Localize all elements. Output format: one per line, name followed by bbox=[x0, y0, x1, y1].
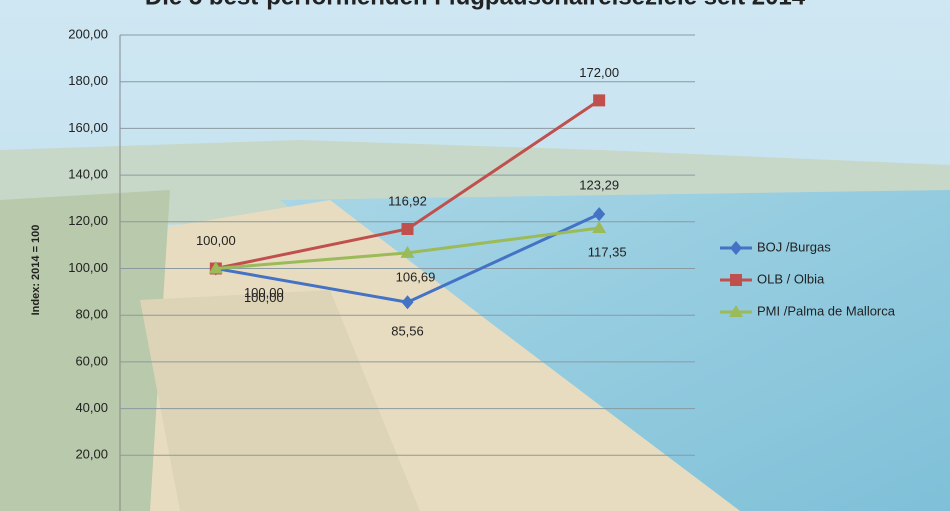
data-point bbox=[400, 245, 415, 258]
y-tick-label: 60,00 bbox=[75, 353, 108, 368]
data-label: 116,92 bbox=[388, 193, 427, 208]
y-tick-label: 100,00 bbox=[68, 260, 108, 275]
data-label: 85,56 bbox=[391, 324, 424, 339]
data-point bbox=[401, 222, 414, 235]
y-tick-label: 80,00 bbox=[75, 307, 108, 322]
y-tick-label: 180,00 bbox=[68, 73, 108, 88]
data-point bbox=[592, 220, 607, 233]
chart-title: Die 5 best-performenden Flugpauschalreis… bbox=[145, 0, 806, 10]
data-label: 100,00 bbox=[196, 233, 236, 248]
y-tick-label: 20,00 bbox=[75, 447, 108, 462]
data-label: 106,69 bbox=[396, 269, 436, 284]
data-label: 117,35 bbox=[588, 244, 627, 259]
legend-marker bbox=[730, 274, 742, 286]
y-tick-label: 140,00 bbox=[68, 167, 108, 182]
y-tick-label: 120,00 bbox=[68, 213, 108, 228]
data-label: 100,00 bbox=[244, 285, 284, 300]
y-axis-title: Index: 2014 = 100 bbox=[30, 225, 42, 316]
y-tick-label: 160,00 bbox=[68, 120, 108, 135]
data-point bbox=[401, 295, 414, 310]
data-point bbox=[593, 94, 606, 107]
legend-marker bbox=[729, 305, 743, 317]
legend-label: PMI /Palma de Mallorca bbox=[757, 303, 896, 318]
data-point bbox=[208, 261, 223, 274]
legend-marker bbox=[730, 241, 742, 255]
y-tick-label: 40,00 bbox=[75, 400, 108, 415]
data-label: 100,00 bbox=[244, 290, 284, 305]
legend-label: BOJ /Burgas bbox=[757, 239, 831, 254]
data-label: 123,29 bbox=[579, 178, 619, 193]
data-point bbox=[593, 207, 606, 222]
legend-label: OLB / Olbia bbox=[757, 271, 825, 286]
y-tick-label: 200,00 bbox=[68, 26, 108, 41]
data-label: 172,00 bbox=[579, 65, 619, 80]
